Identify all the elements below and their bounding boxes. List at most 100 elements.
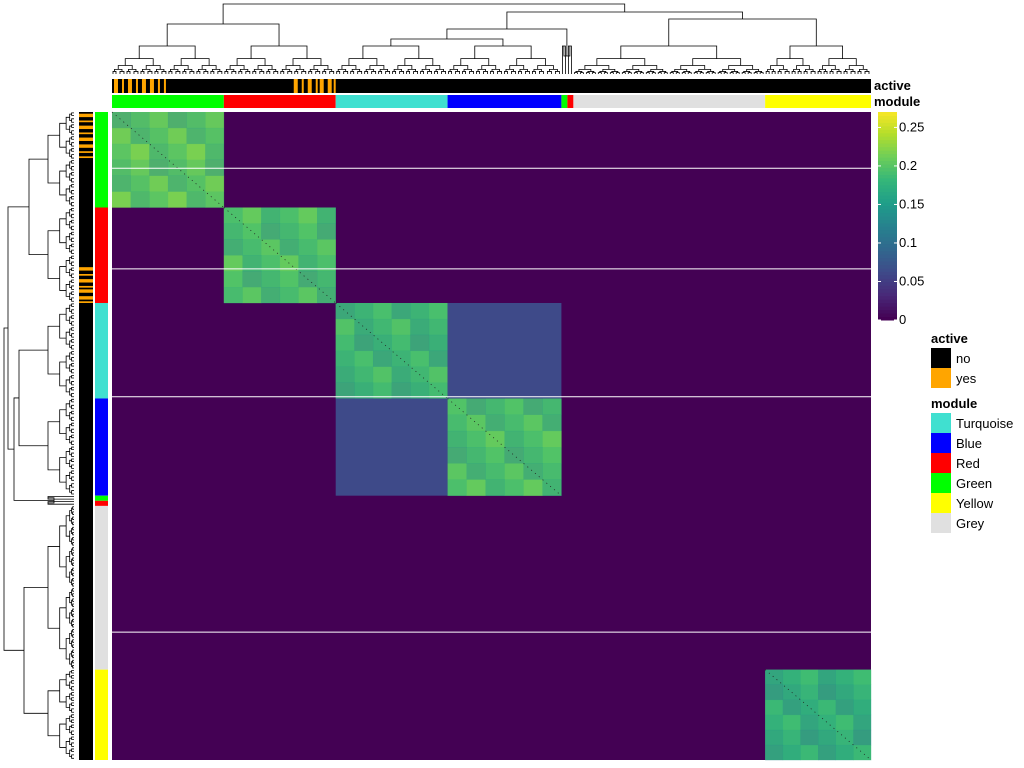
dendrogram-branch <box>184 68 193 72</box>
dendrogram-branch <box>69 221 72 229</box>
dendrogram-branch <box>72 588 74 592</box>
dendrogram-branch <box>65 284 70 297</box>
colorbar-segment <box>878 139 897 144</box>
dendrogram-branch <box>71 130 74 135</box>
heatmap-subcell <box>205 143 225 161</box>
legend-label: yes <box>956 371 977 386</box>
dendrogram-branch <box>71 315 74 319</box>
heatmap-subcell <box>447 447 467 464</box>
heatmap-subcell <box>391 334 411 352</box>
dendrogram-branch <box>72 531 74 536</box>
col-active-yes-segment <box>157 79 160 93</box>
dendrogram-branch <box>71 680 74 684</box>
dendrogram-branch <box>71 201 74 207</box>
dendrogram-branch <box>379 68 389 72</box>
heatmap-subcell <box>279 271 299 288</box>
column-annotations <box>112 79 871 108</box>
colorbar-tick-label: 0.05 <box>899 273 924 288</box>
heatmap-subcell <box>818 699 837 716</box>
dendrogram-branch <box>378 71 383 74</box>
dendrogram-branch <box>850 71 856 74</box>
dendrogram-branch <box>69 424 72 432</box>
heatmap-subcell <box>485 463 505 480</box>
dendrogram-branch <box>69 749 72 757</box>
dendrogram-branch <box>627 72 632 74</box>
heatmap-subcell <box>335 350 355 367</box>
heatmap-subcell <box>835 744 854 761</box>
dendrogram-branch <box>47 230 60 279</box>
dendrogram-branch <box>776 58 804 66</box>
colorbar-segment <box>878 278 897 283</box>
dendrogram-branch <box>211 68 221 72</box>
dendrogram-branch <box>71 327 74 331</box>
heatmap-subcell <box>485 414 505 432</box>
heatmap-subcell <box>242 239 262 256</box>
dendrogram-branch <box>69 304 72 312</box>
dendrogram-branch <box>133 71 139 74</box>
dendrogram-branch <box>180 58 210 66</box>
dendrogram-branch <box>599 71 607 73</box>
dendrogram-branch <box>525 71 530 74</box>
dendrogram-branch <box>421 68 430 72</box>
dendrogram-branch <box>427 71 432 74</box>
dendrogram-branch <box>69 352 72 360</box>
heatmap-subcell <box>112 143 131 161</box>
row-module-segment <box>95 398 108 496</box>
heatmap-subcell <box>186 143 206 161</box>
dendrogram-branch <box>71 579 73 586</box>
dendrogram-branch <box>71 178 74 183</box>
dendrogram-branch <box>65 164 70 178</box>
heatmap-block-cell <box>335 398 448 496</box>
heatmap-subcell <box>523 463 543 480</box>
dendrogram-branch <box>371 71 377 74</box>
dendrogram-branch <box>69 388 72 396</box>
dendrogram-branch <box>71 483 74 488</box>
colorbar-segment <box>878 247 897 252</box>
dendrogram-branch <box>69 703 72 711</box>
colorbar-segment <box>878 216 897 220</box>
dendrogram-branch <box>663 72 668 74</box>
row-module-segment <box>95 505 108 670</box>
colorbar-segment <box>878 271 897 276</box>
heatmap-subcell <box>782 699 801 716</box>
dendrogram-branch <box>71 273 74 278</box>
dendrogram-branch <box>597 72 602 74</box>
colorbar-segment <box>878 309 897 314</box>
dendrogram-branch <box>65 140 70 154</box>
dendrogram-branch <box>166 23 280 46</box>
dendrogram-branch <box>735 72 740 74</box>
dendrogram-branch <box>69 436 72 444</box>
heatmap-subcell <box>205 175 225 192</box>
dendrogram-branch <box>71 558 73 565</box>
row-module-segment <box>95 495 108 501</box>
dendrogram-branch <box>462 71 466 74</box>
dendrogram-branch <box>59 361 67 387</box>
row-active-yes-segment <box>79 156 93 159</box>
dendrogram-branch <box>504 71 508 74</box>
dendrogram-branch <box>315 71 321 74</box>
heatmap-subcell <box>298 239 318 256</box>
dendrogram-branch <box>140 71 145 74</box>
dendrogram-branch <box>59 170 67 196</box>
dendrogram-branch <box>836 71 842 74</box>
dendrogram-branch <box>71 609 73 616</box>
dendrogram-branch <box>481 65 497 70</box>
dendrogram-branch <box>491 68 500 72</box>
row-module-segment <box>95 207 108 303</box>
heatmap-subcell <box>523 398 543 415</box>
dendrogram-branch <box>516 58 546 66</box>
heatmap-subcell <box>372 382 392 399</box>
dendrogram-branch <box>747 72 752 74</box>
heatmap-subcell <box>853 669 872 685</box>
colorbar-segment <box>878 268 897 272</box>
dendrogram-branch <box>69 653 72 665</box>
heatmap-subcell <box>167 143 187 161</box>
heatmap-subcell <box>428 302 448 320</box>
dendrogram-branch <box>281 68 291 72</box>
dendrogram-branch <box>65 696 70 708</box>
dendrogram-branch <box>72 603 74 607</box>
dendrogram-branch <box>69 485 72 493</box>
dendrogram-branch <box>639 72 644 74</box>
dendrogram-branch <box>71 279 74 283</box>
dendrogram-branch <box>238 71 243 74</box>
